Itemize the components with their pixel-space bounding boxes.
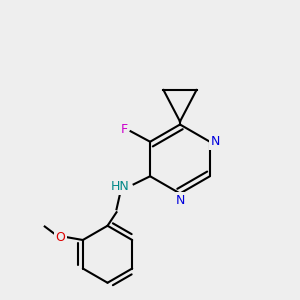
Text: F: F: [121, 123, 128, 136]
Text: HN: HN: [111, 180, 130, 193]
Text: N: N: [211, 135, 220, 148]
Text: O: O: [56, 230, 65, 244]
Text: N: N: [175, 194, 185, 207]
